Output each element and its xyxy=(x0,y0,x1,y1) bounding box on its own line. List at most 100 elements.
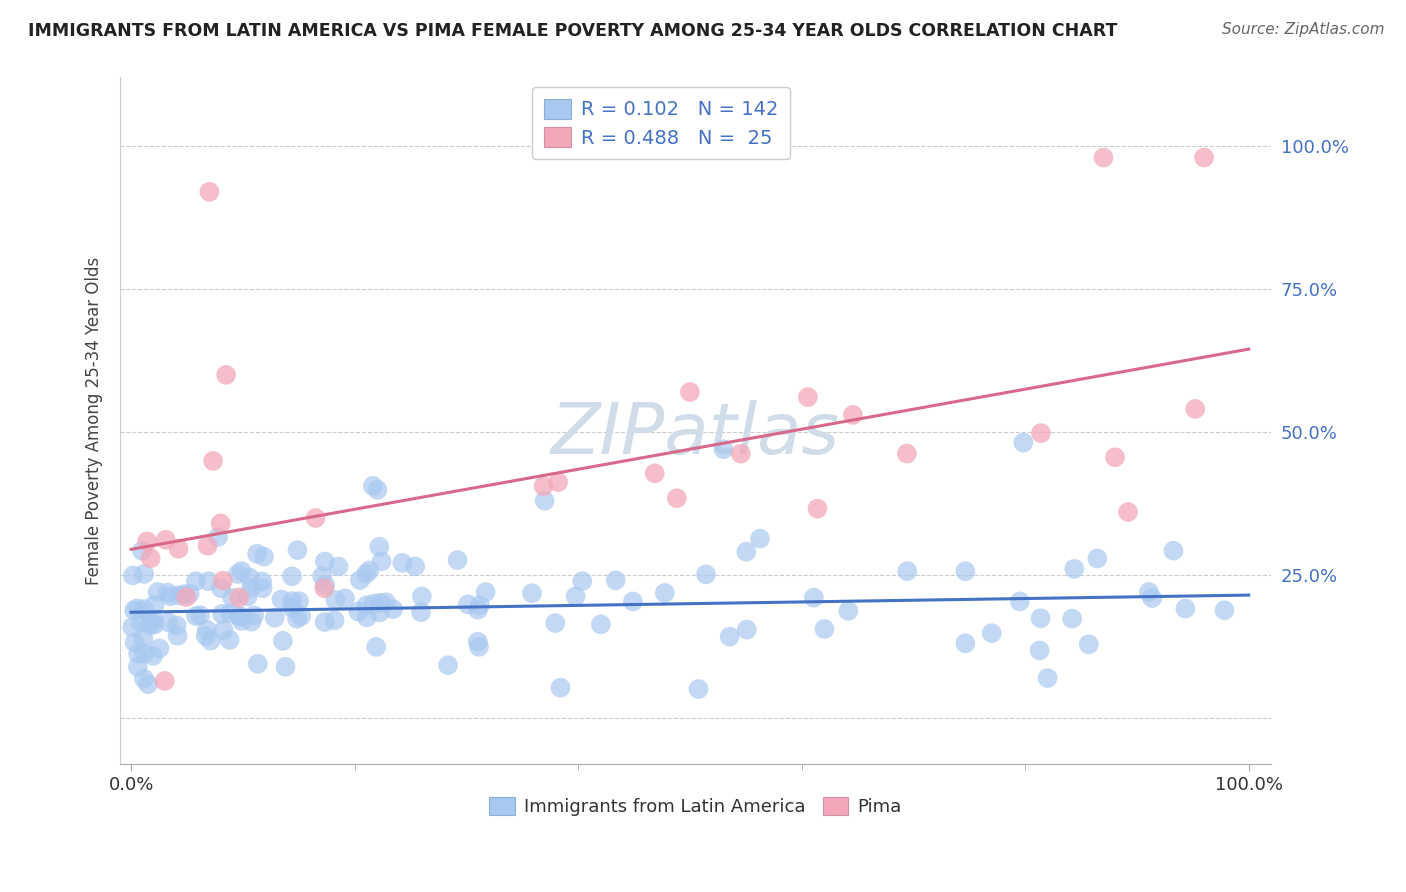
Point xyxy=(314,615,336,629)
Point xyxy=(621,594,644,608)
Point xyxy=(368,540,391,554)
Point xyxy=(281,594,304,608)
Point xyxy=(735,623,758,637)
Point xyxy=(124,635,146,649)
Point xyxy=(356,599,378,613)
Point xyxy=(980,626,1002,640)
Point xyxy=(209,581,232,595)
Point xyxy=(1174,601,1197,615)
Point xyxy=(730,447,752,461)
Point xyxy=(718,630,741,644)
Point xyxy=(285,612,308,626)
Point xyxy=(679,384,702,399)
Point xyxy=(955,636,977,650)
Point xyxy=(136,534,159,549)
Y-axis label: Female Poverty Among 25-34 Year Olds: Female Poverty Among 25-34 Year Olds xyxy=(86,257,103,585)
Point xyxy=(250,574,273,589)
Point xyxy=(125,601,148,615)
Point xyxy=(243,608,266,623)
Point xyxy=(813,622,835,636)
Point xyxy=(132,602,155,616)
Point xyxy=(197,539,219,553)
Point xyxy=(127,660,149,674)
Point xyxy=(446,553,468,567)
Point xyxy=(366,640,388,654)
Point xyxy=(281,569,304,583)
Point xyxy=(571,574,593,589)
Point xyxy=(159,589,181,603)
Point xyxy=(200,633,222,648)
Point xyxy=(246,547,269,561)
Point xyxy=(366,483,388,497)
Point xyxy=(1092,151,1115,165)
Point xyxy=(157,615,180,630)
Point xyxy=(1213,603,1236,617)
Point xyxy=(1036,671,1059,685)
Point xyxy=(146,585,169,599)
Legend: Immigrants from Latin America, Pima: Immigrants from Latin America, Pima xyxy=(482,789,908,823)
Point xyxy=(325,593,347,607)
Point xyxy=(955,564,977,578)
Point xyxy=(134,566,156,581)
Point xyxy=(229,609,252,624)
Point xyxy=(219,607,242,621)
Point xyxy=(132,647,155,661)
Point xyxy=(263,611,285,625)
Point xyxy=(228,609,250,624)
Point xyxy=(184,574,207,589)
Point xyxy=(131,543,153,558)
Point xyxy=(467,603,489,617)
Point xyxy=(520,586,543,600)
Point xyxy=(198,185,221,199)
Point xyxy=(644,467,666,481)
Point xyxy=(375,595,398,609)
Point xyxy=(1028,643,1050,657)
Point xyxy=(368,606,391,620)
Point xyxy=(1077,637,1099,651)
Point xyxy=(231,564,253,578)
Point xyxy=(121,620,143,634)
Point xyxy=(231,614,253,628)
Point xyxy=(212,624,235,638)
Point xyxy=(188,608,211,623)
Point xyxy=(129,615,152,630)
Point xyxy=(474,585,496,599)
Point xyxy=(1062,611,1084,625)
Point xyxy=(1008,594,1031,608)
Point xyxy=(148,641,170,656)
Point xyxy=(533,479,555,493)
Point xyxy=(179,587,201,601)
Point xyxy=(842,408,865,422)
Point xyxy=(197,574,219,589)
Point xyxy=(806,501,828,516)
Point xyxy=(323,613,346,627)
Point xyxy=(139,551,162,566)
Point xyxy=(240,581,263,595)
Point xyxy=(411,590,433,604)
Point xyxy=(218,632,240,647)
Point xyxy=(803,591,825,605)
Point xyxy=(246,657,269,671)
Point xyxy=(132,672,155,686)
Point xyxy=(139,618,162,632)
Point xyxy=(143,617,166,632)
Point xyxy=(314,581,336,595)
Point xyxy=(143,598,166,612)
Point xyxy=(122,603,145,617)
Point xyxy=(361,479,384,493)
Point xyxy=(533,493,555,508)
Point xyxy=(155,533,177,547)
Point xyxy=(896,564,918,578)
Point xyxy=(1104,450,1126,465)
Point xyxy=(311,569,333,583)
Point xyxy=(290,609,312,624)
Point xyxy=(1137,585,1160,599)
Point xyxy=(314,554,336,568)
Point xyxy=(184,609,207,624)
Point xyxy=(240,615,263,629)
Point xyxy=(665,491,688,506)
Point xyxy=(252,581,274,595)
Point xyxy=(304,511,326,525)
Point xyxy=(467,634,489,648)
Point xyxy=(382,602,405,616)
